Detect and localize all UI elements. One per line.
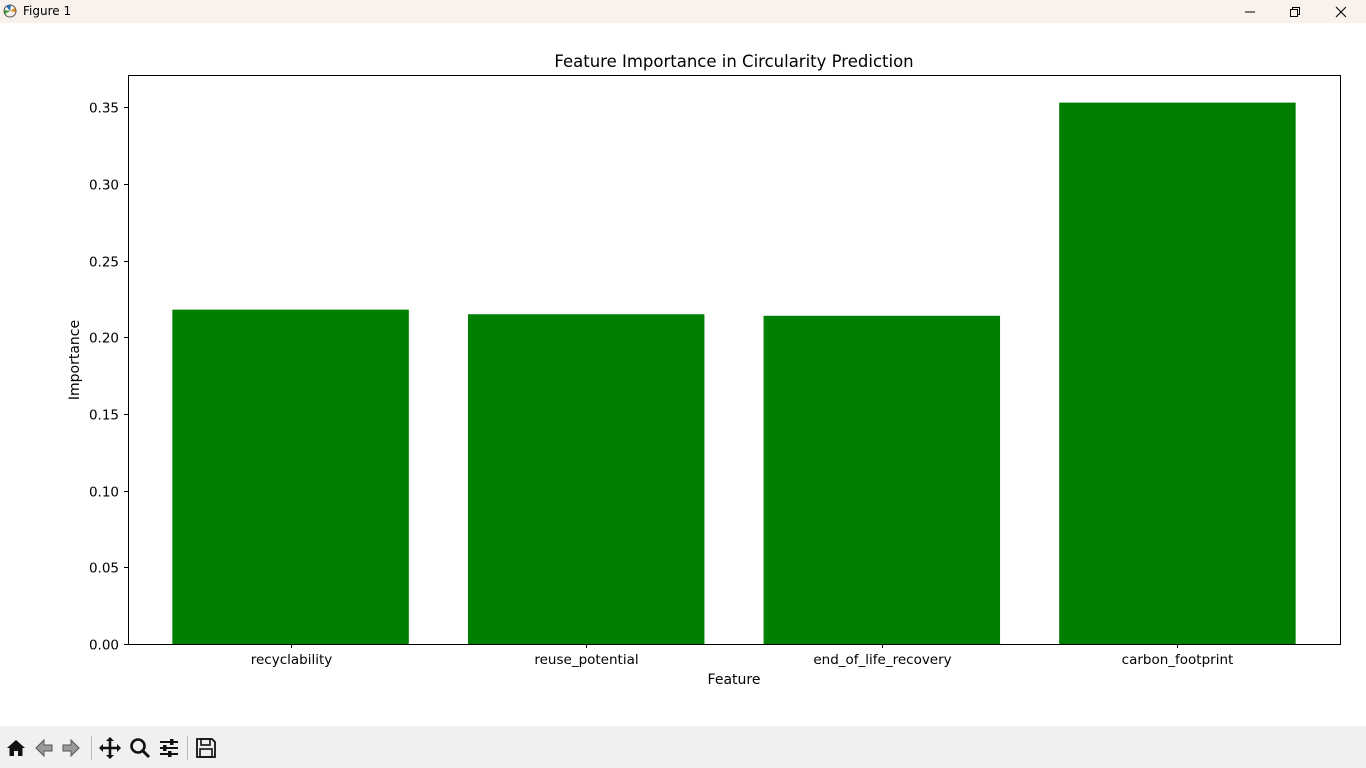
- restore-icon: [1290, 6, 1300, 17]
- close-icon: [1335, 6, 1347, 17]
- figure-canvas[interactable]: 0.00 0.05 0.10 0.15 0.20 0.25 0.30 0.35 recycla…: [0, 23, 1366, 726]
- bar-end-of-life-recovery: [763, 315, 1001, 644]
- y-tick-label: 0.05: [89, 561, 119, 577]
- y-tick-label: 0.10: [89, 485, 119, 501]
- y-tick-label: 0.15: [89, 408, 119, 424]
- x-ticks: recyclability reuse_potential end_of_life_…: [251, 644, 1234, 668]
- toolbar-separator: [187, 736, 188, 760]
- forward-icon: [62, 738, 80, 758]
- navigation-toolbar: [0, 726, 1366, 768]
- minimize-button[interactable]: [1227, 0, 1273, 23]
- y-tick-label: 0.25: [89, 255, 119, 271]
- zoom-button[interactable]: [127, 735, 153, 761]
- y-tick-label: 0.35: [89, 101, 119, 117]
- bar-chart: 0.00 0.05 0.10 0.15 0.20 0.25 0.30 0.35 recycla…: [67, 52, 1341, 688]
- matplotlib-app-icon: [3, 4, 17, 18]
- x-tick-label: reuse_potential: [534, 652, 638, 668]
- window-title: Figure 1: [23, 4, 72, 18]
- x-axis-label: Feature: [708, 672, 761, 688]
- x-tick-label: recyclability: [251, 652, 333, 668]
- bar-recyclability: [172, 309, 409, 644]
- forward-button[interactable]: [58, 735, 84, 761]
- chart-title: Feature Importance in Circularity Predic…: [554, 52, 913, 71]
- y-tick-label: 0.00: [89, 638, 119, 654]
- minimize-icon: [1245, 11, 1255, 12]
- home-icon: [7, 740, 25, 756]
- home-button[interactable]: [3, 735, 29, 761]
- bars-layer: [172, 102, 1296, 645]
- window-titlebar: Figure 1: [0, 0, 1366, 23]
- axes-frame: [128, 75, 1341, 645]
- save-button[interactable]: [193, 735, 219, 761]
- zoom-icon: [130, 738, 151, 759]
- maximize-button[interactable]: [1272, 0, 1318, 23]
- bar-carbon-footprint: [1059, 102, 1296, 645]
- back-button[interactable]: [31, 735, 57, 761]
- close-button[interactable]: [1318, 0, 1364, 23]
- x-tick-label: end_of_life_recovery: [813, 652, 951, 668]
- save-icon: [196, 738, 216, 758]
- toolbar-separator: [91, 736, 92, 760]
- y-tick-label: 0.30: [89, 178, 119, 194]
- y-ticks: 0.00 0.05 0.10 0.15 0.20 0.25 0.30 0.35: [89, 101, 128, 654]
- y-tick-label: 0.20: [89, 331, 119, 347]
- configure-subplots-button[interactable]: [156, 735, 182, 761]
- pan-icon: [99, 737, 121, 759]
- pan-button[interactable]: [97, 735, 123, 761]
- bar-reuse-potential: [467, 314, 705, 644]
- x-tick-label: carbon_footprint: [1122, 652, 1234, 668]
- back-icon: [35, 738, 53, 758]
- configure-subplots-icon: [160, 739, 178, 757]
- y-axis-label: Importance: [67, 320, 83, 400]
